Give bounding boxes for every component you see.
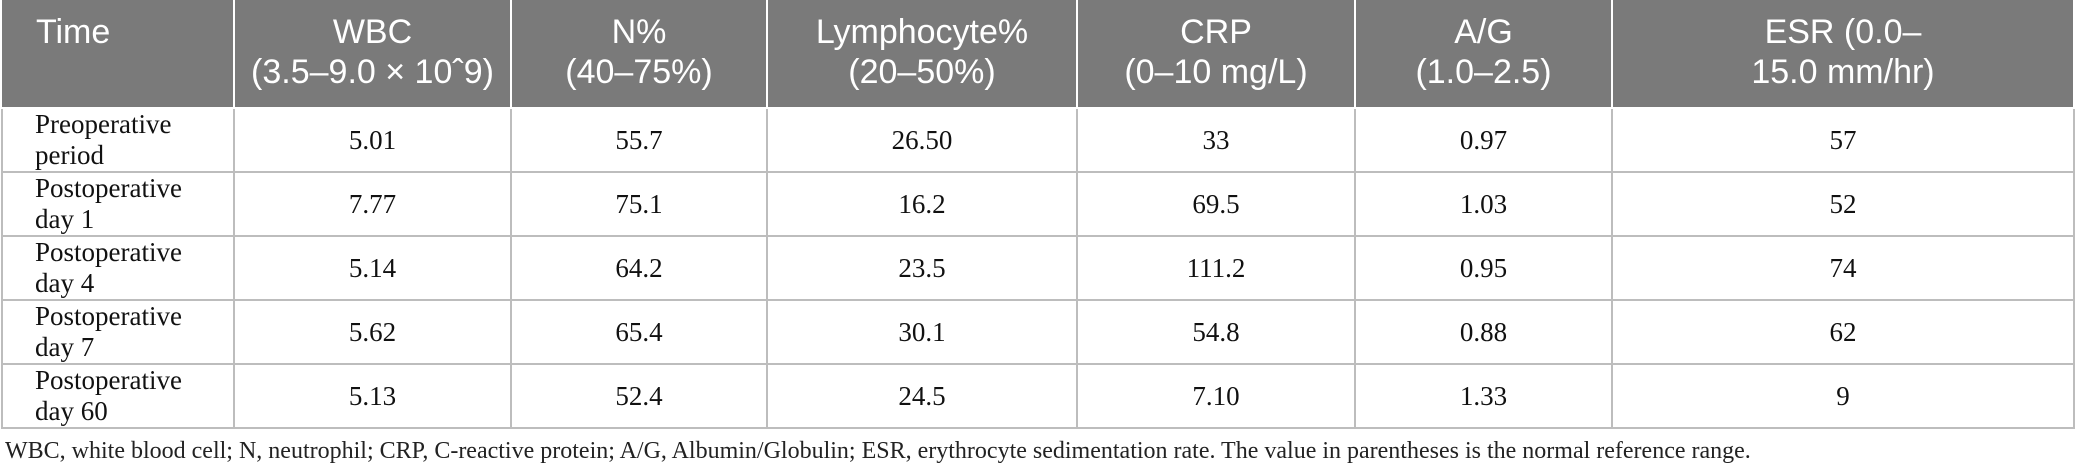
- header-lymphocyte: Lymphocyte% (20–50%): [766, 0, 1078, 109]
- cell-time: Postoperative day 4: [1, 235, 235, 301]
- header-esr: ESR (0.0– 15.0 mm/hr): [1611, 0, 2075, 109]
- cell-n-percent: 64.2: [510, 235, 768, 301]
- header-wbc-range: (3.5–9.0 × 10ˆ9): [251, 53, 494, 91]
- cell-crp: 33: [1076, 107, 1356, 173]
- header-n-percent-label: N%: [611, 13, 667, 51]
- cell-lymphocyte: 16.2: [766, 171, 1078, 237]
- cell-esr: 74: [1611, 235, 2075, 301]
- table-body: Preoperative period 5.01 55.7 26.50 33 0…: [1, 107, 2075, 429]
- header-time: Time: [2, 0, 235, 109]
- header-ag: A/G (1.0–2.5): [1354, 0, 1613, 109]
- header-crp-range: (0–10 mg/L): [1124, 53, 1308, 91]
- cell-time: Preoperative period: [1, 107, 235, 173]
- cell-n-percent: 65.4: [510, 299, 768, 365]
- header-esr-label: ESR (0.0–: [1764, 13, 1922, 51]
- header-ag-range: (1.0–2.5): [1415, 53, 1552, 91]
- table-row: Postoperative day 4 5.14 64.2 23.5 111.2…: [1, 235, 2075, 301]
- header-lymphocyte-label: Lymphocyte%: [815, 13, 1029, 51]
- cell-n-percent: 55.7: [510, 107, 768, 173]
- cell-time: Postoperative day 1: [1, 171, 235, 237]
- header-time-label: Time: [36, 13, 111, 51]
- header-row: Time WBC (3.5–9.0 × 10ˆ9) N% (40–75%) Ly…: [2, 0, 2075, 109]
- table-footnote: WBC, white blood cell; N, neutrophil; CR…: [5, 438, 1751, 464]
- cell-ag: 0.95: [1354, 235, 1613, 301]
- cell-lymphocyte: 26.50: [766, 107, 1078, 173]
- header-n-percent-range: (40–75%): [565, 53, 713, 91]
- cell-esr: 52: [1611, 171, 2075, 237]
- table-row: Preoperative period 5.01 55.7 26.50 33 0…: [1, 107, 2075, 173]
- cell-time: Postoperative day 60: [1, 363, 235, 429]
- header-n-percent: N% (40–75%): [510, 0, 768, 109]
- lab-results-table-container: Time WBC (3.5–9.0 × 10ˆ9) N% (40–75%) Ly…: [1, 0, 2075, 429]
- cell-wbc: 7.77: [233, 171, 512, 237]
- cell-crp: 69.5: [1076, 171, 1356, 237]
- table-row: Postoperative day 1 7.77 75.1 16.2 69.5 …: [1, 171, 2075, 237]
- cell-lymphocyte: 24.5: [766, 363, 1078, 429]
- cell-wbc: 5.01: [233, 107, 512, 173]
- cell-crp: 7.10: [1076, 363, 1356, 429]
- cell-lymphocyte: 23.5: [766, 235, 1078, 301]
- cell-ag: 1.33: [1354, 363, 1613, 429]
- cell-crp: 54.8: [1076, 299, 1356, 365]
- header-lymphocyte-range: (20–50%): [848, 53, 996, 91]
- cell-wbc: 5.13: [233, 363, 512, 429]
- lab-results-table: Time WBC (3.5–9.0 × 10ˆ9) N% (40–75%) Ly…: [1, 0, 2075, 429]
- table-row: Postoperative day 60 5.13 52.4 24.5 7.10…: [1, 363, 2075, 429]
- cell-ag: 0.97: [1354, 107, 1613, 173]
- cell-time: Postoperative day 7: [1, 299, 235, 365]
- cell-n-percent: 52.4: [510, 363, 768, 429]
- cell-esr: 9: [1611, 363, 2075, 429]
- header-crp-label: CRP: [1180, 13, 1252, 51]
- table-header: Time WBC (3.5–9.0 × 10ˆ9) N% (40–75%) Ly…: [2, 0, 2075, 109]
- header-crp: CRP (0–10 mg/L): [1076, 0, 1356, 109]
- header-ag-label: A/G: [1454, 13, 1513, 51]
- header-wbc: WBC (3.5–9.0 × 10ˆ9): [233, 0, 512, 109]
- cell-lymphocyte: 30.1: [766, 299, 1078, 365]
- table-row: Postoperative day 7 5.62 65.4 30.1 54.8 …: [1, 299, 2075, 365]
- cell-wbc: 5.62: [233, 299, 512, 365]
- cell-crp: 111.2: [1076, 235, 1356, 301]
- header-esr-range: 15.0 mm/hr): [1751, 53, 1935, 91]
- cell-wbc: 5.14: [233, 235, 512, 301]
- cell-esr: 57: [1611, 107, 2075, 173]
- cell-ag: 0.88: [1354, 299, 1613, 365]
- cell-esr: 62: [1611, 299, 2075, 365]
- cell-n-percent: 75.1: [510, 171, 768, 237]
- cell-ag: 1.03: [1354, 171, 1613, 237]
- header-wbc-label: WBC: [332, 13, 413, 51]
